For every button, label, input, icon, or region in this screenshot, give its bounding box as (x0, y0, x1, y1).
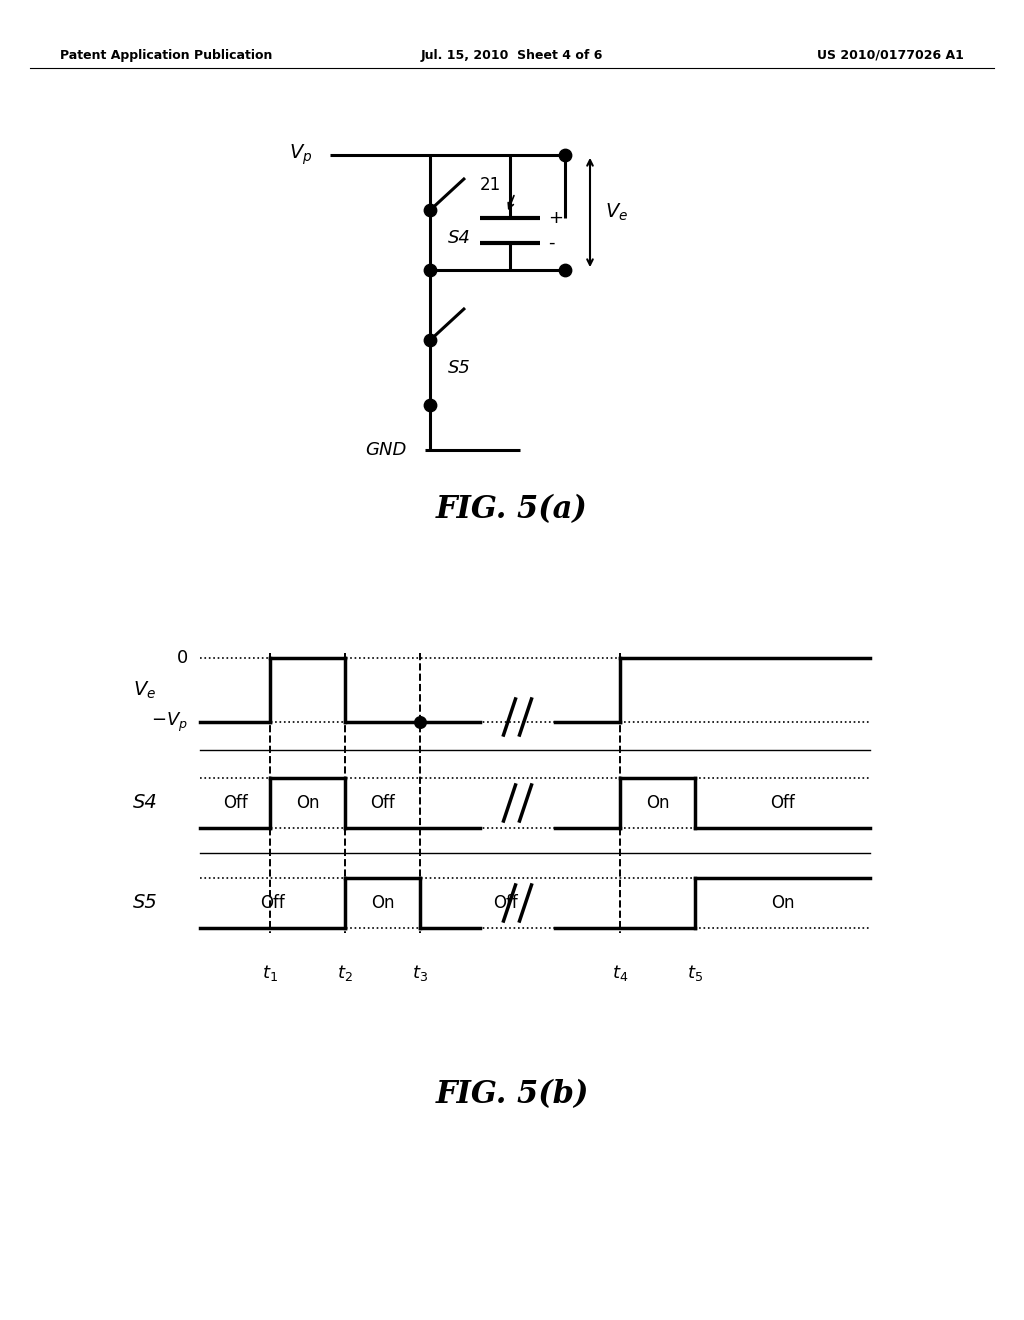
Text: Off: Off (260, 894, 285, 912)
Text: $t_1$: $t_1$ (262, 964, 278, 983)
Text: 21: 21 (480, 176, 502, 194)
Text: $t_4$: $t_4$ (611, 964, 628, 983)
Text: S5: S5 (133, 894, 158, 912)
Text: $t_5$: $t_5$ (687, 964, 703, 983)
Text: $t_3$: $t_3$ (412, 964, 428, 983)
Point (422, 199, 438, 220)
Text: $V_p$: $V_p$ (289, 143, 312, 168)
Text: S5: S5 (449, 359, 471, 378)
Point (422, 330, 438, 351)
Text: FIG. 5(b): FIG. 5(b) (435, 1080, 589, 1110)
Text: -: - (548, 234, 555, 252)
Text: $-V_p$: $-V_p$ (152, 710, 188, 734)
Text: $t_2$: $t_2$ (337, 964, 353, 983)
Text: On: On (371, 894, 394, 912)
Point (412, 711, 428, 733)
Text: S4: S4 (449, 228, 471, 247)
Text: 0: 0 (177, 649, 188, 667)
Point (557, 144, 573, 165)
Text: On: On (771, 894, 795, 912)
Text: Off: Off (770, 795, 795, 812)
Text: $V_e$: $V_e$ (605, 202, 628, 223)
Point (557, 260, 573, 281)
Text: Jul. 15, 2010  Sheet 4 of 6: Jul. 15, 2010 Sheet 4 of 6 (421, 49, 603, 62)
Point (422, 395, 438, 416)
Text: US 2010/0177026 A1: US 2010/0177026 A1 (817, 49, 964, 62)
Text: S4: S4 (133, 793, 158, 813)
Text: GND: GND (366, 441, 407, 459)
Text: FIG. 5(a): FIG. 5(a) (436, 495, 588, 525)
Text: Off: Off (222, 795, 248, 812)
Text: Patent Application Publication: Patent Application Publication (60, 49, 272, 62)
Text: Off: Off (370, 795, 395, 812)
Text: +: + (548, 209, 563, 227)
Text: Off: Off (493, 894, 517, 912)
Text: On: On (646, 795, 670, 812)
Text: On: On (296, 795, 319, 812)
Text: $V_e$: $V_e$ (133, 680, 157, 701)
Point (422, 260, 438, 281)
